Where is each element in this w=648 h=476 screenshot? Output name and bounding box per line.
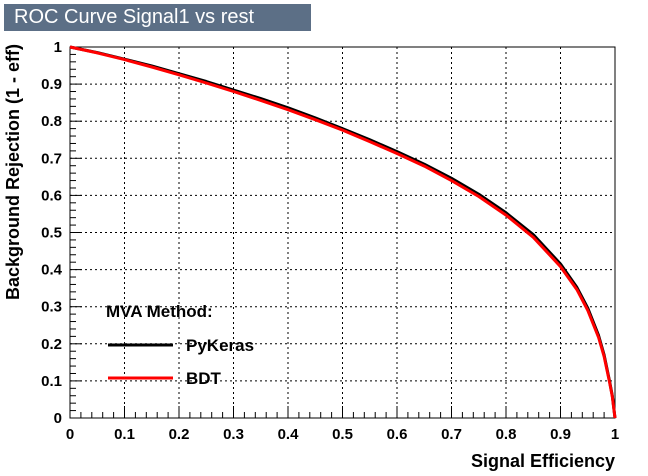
x-tick-label: 0.8 <box>496 426 517 443</box>
x-tick-label: 0.1 <box>114 426 135 443</box>
x-tick-label: 0.5 <box>332 426 353 443</box>
y-tick-label: 0.6 <box>41 187 62 204</box>
y-axis-title: Background Rejection (1 - eff) <box>3 44 23 300</box>
tick-labels: 0 0.1 0.2 0.3 0.4 0.5 0.6 0.7 0.8 0.9 1 0 0.1 0.2 0.3 0… <box>41 39 619 443</box>
y-tick-label: 0.4 <box>41 262 63 279</box>
x-tick-label: 0.3 <box>223 426 244 443</box>
legend: MVA Method: PyKeras BDT <box>106 302 254 388</box>
y-tick-label: 0.1 <box>41 373 62 390</box>
x-tick-label: 0.4 <box>278 426 300 443</box>
axis-ticks <box>69 46 616 419</box>
y-tick-label: 0.7 <box>41 150 62 167</box>
x-axis-title: Signal Efficiency <box>471 451 615 471</box>
x-tick-label: 0.2 <box>169 426 190 443</box>
y-tick-label: 0.3 <box>41 299 62 316</box>
x-tick-label: 0.9 <box>550 426 571 443</box>
x-tick-label: 0 <box>66 426 74 443</box>
y-tick-label: 0 <box>54 410 62 427</box>
grid-lines <box>70 47 615 418</box>
x-tick-label: 1 <box>611 426 619 443</box>
y-tick-label: 0.8 <box>41 113 62 130</box>
y-tick-label: 0.2 <box>41 336 62 353</box>
legend-title: MVA Method: <box>106 302 213 321</box>
chart-title: ROC Curve Signal1 vs rest <box>4 4 311 31</box>
legend-label-bdt: BDT <box>186 369 222 388</box>
x-tick-label: 0.6 <box>387 426 408 443</box>
y-tick-label: 0.5 <box>41 225 62 242</box>
y-tick-label: 0.9 <box>41 76 62 93</box>
x-tick-label: 0.7 <box>441 426 462 443</box>
y-tick-label: 1 <box>54 39 62 56</box>
series-line-bdt <box>69 45 617 419</box>
series-lines <box>69 45 617 419</box>
legend-label-pykeras: PyKeras <box>186 336 254 355</box>
